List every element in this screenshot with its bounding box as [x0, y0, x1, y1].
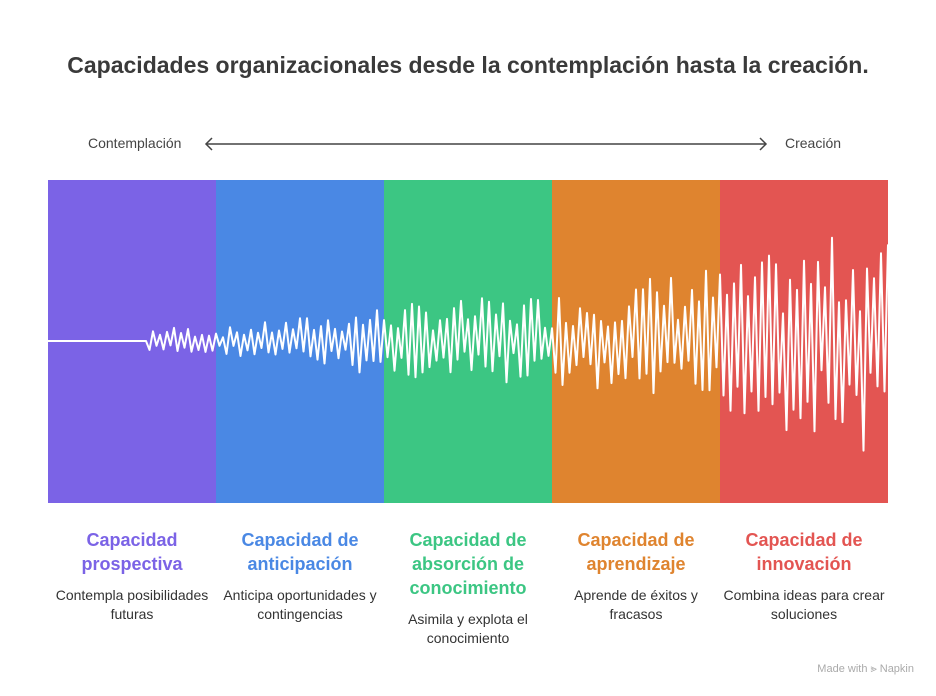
stage-desc: Aprende de éxitos y fracasos: [574, 587, 698, 622]
panel-aprendizaje: [552, 180, 720, 503]
double-arrow-icon: [204, 137, 768, 151]
stage-innovacion: Capacidad de innovación Combina ideas pa…: [720, 528, 888, 624]
waveform-line: [48, 236, 888, 452]
stage-desc: Combina ideas para crear soluciones: [723, 587, 885, 622]
stage-desc: Asimila y explota el conocimiento: [408, 611, 528, 646]
made-with-napkin: Made with ⪢ Napkin: [817, 663, 914, 675]
axis-label-left: Contemplación: [88, 135, 182, 151]
stage-desc: Anticipa oportunidades y contingencias: [223, 587, 377, 622]
stage-title: Capacidad de innovación: [745, 530, 863, 574]
stage-title: Capacidad de aprendizaje: [577, 530, 695, 574]
axis-label-right: Creación: [785, 135, 842, 151]
waveform: [48, 236, 888, 452]
panel-absorcion: [384, 180, 552, 503]
stage-prospectiva: Capacidad prospectiva Contempla posibili…: [48, 528, 216, 624]
stage-desc: Contempla posibilidades futuras: [55, 587, 209, 622]
stage-aprendizaje: Capacidad de aprendizaje Aprende de éxit…: [552, 528, 720, 624]
page-title: Capacidades organizacionales desde la co…: [67, 52, 869, 78]
stage-anticipacion: Capacidad de anticipación Anticipa oport…: [216, 528, 384, 624]
stage-title: Capacidad prospectiva: [81, 530, 183, 574]
stage-panels: [48, 180, 888, 503]
stage-title: Capacidad de absorción de conocimiento: [409, 530, 527, 598]
stage-title: Capacidad de anticipación: [241, 530, 359, 574]
stage-absorcion: Capacidad de absorción de conocimiento A…: [384, 528, 552, 648]
panel-anticipacion: [216, 180, 384, 503]
